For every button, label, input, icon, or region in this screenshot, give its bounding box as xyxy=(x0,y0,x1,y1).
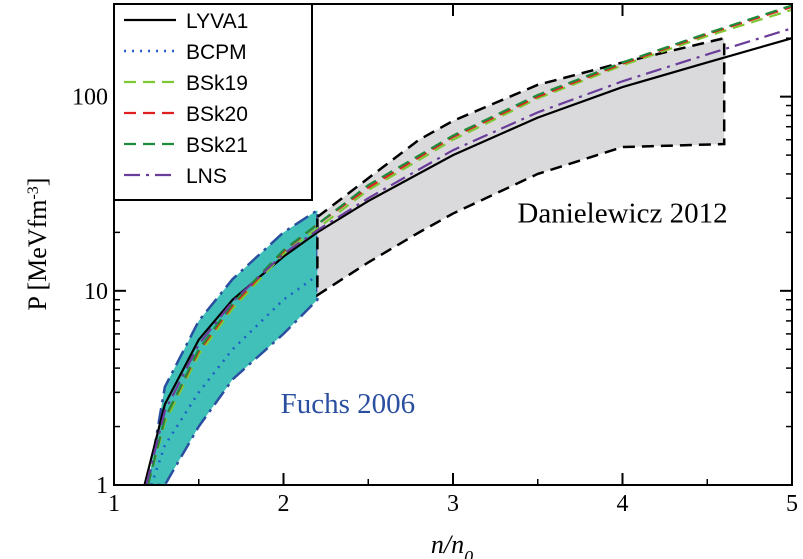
annotation-fuchs-2006: Fuchs 2006 xyxy=(281,388,416,420)
series-line-lns xyxy=(145,27,792,485)
legend-label: BSk21 xyxy=(186,134,248,157)
series-line-lyva1 xyxy=(143,37,792,485)
x-tick-label: 2 xyxy=(278,491,290,517)
y-tick-label: 10 xyxy=(84,279,108,305)
ticks: 1 2 3 4 5 1 10 100 xyxy=(72,3,798,517)
series-line-bsk19 xyxy=(146,8,792,485)
legend-label: LYVA1 xyxy=(186,10,248,33)
legend-label: LNS xyxy=(186,165,227,188)
legend-item-bsk21: BSk21 xyxy=(124,134,248,157)
x-axis-title: n/n0 xyxy=(431,530,473,559)
annotation-danielewicz-2012: Danielewicz 2012 xyxy=(517,197,727,229)
x-tick-label: 1 xyxy=(108,491,120,517)
y-tick-label: 100 xyxy=(72,85,108,111)
y-tick-label: 1 xyxy=(96,473,108,499)
x-tick-label: 3 xyxy=(447,491,459,517)
band-danielewicz-2012 xyxy=(316,36,726,298)
y-axis-title: P [MeVfm-3] xyxy=(23,178,52,311)
legend-item-bcpm: BCPM xyxy=(124,41,247,64)
annotations: Danielewicz 2012 Fuchs 2006 xyxy=(281,197,728,420)
legend-item-lns: LNS xyxy=(124,165,227,188)
legend-item-bsk19: BSk19 xyxy=(124,72,248,95)
series-lines xyxy=(143,4,792,485)
series-line-bsk21 xyxy=(146,4,792,485)
legend-label: BCPM xyxy=(186,41,247,64)
x-tick-label: 5 xyxy=(786,491,798,517)
legend-item-bsk20: BSk20 xyxy=(124,103,248,126)
legend-item-lyva1: LYVA1 xyxy=(124,10,248,33)
legend-box xyxy=(113,3,313,201)
x-tick-label: 4 xyxy=(617,491,629,517)
legend: LYVA1 BCPM BSk19 BSk20 BSk21 LNS xyxy=(113,3,313,201)
legend-label: BSk19 xyxy=(186,72,248,95)
legend-label: BSk20 xyxy=(186,103,248,126)
